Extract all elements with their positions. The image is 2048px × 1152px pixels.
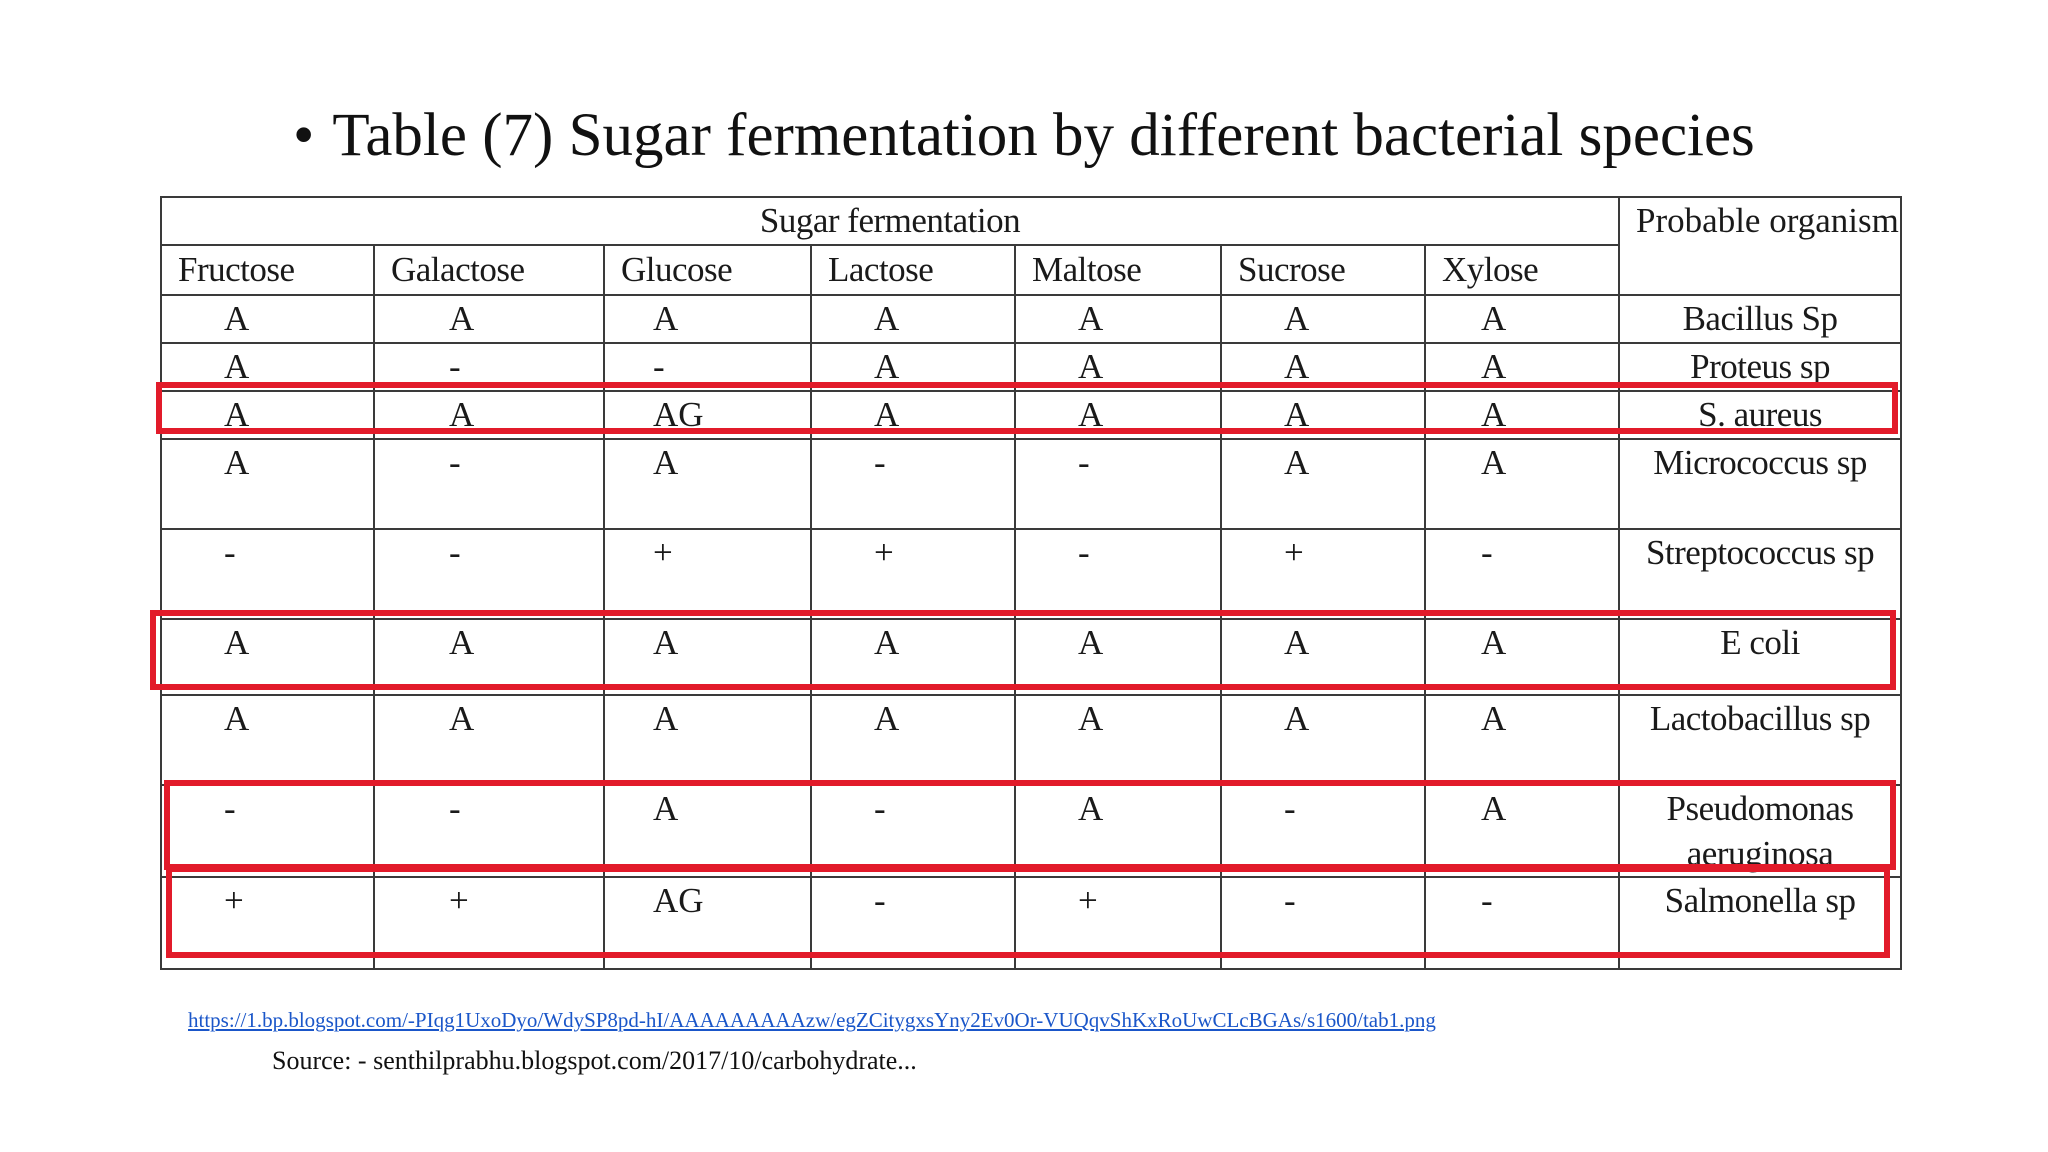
table-cell: A <box>1423 694 1621 786</box>
table-cell: A <box>603 694 812 786</box>
table-cell: A <box>373 694 605 786</box>
table-row: A A AG A A A A S. aureus <box>160 390 1903 440</box>
source-caption: Source: - senthilprabhu.blogspot.com/201… <box>272 1046 917 1075</box>
slide-title: • Table (7) Sugar fermentation by differe… <box>293 100 1755 172</box>
organism-cell: Pseudomonas aeruginosa <box>1618 784 1903 878</box>
organism-cell: Micrococcus sp <box>1618 438 1903 530</box>
organism-cell: Lactobacillus sp <box>1618 694 1903 786</box>
table-cell: A <box>1423 438 1621 530</box>
table-cell: A <box>1014 294 1222 344</box>
table-cell: A <box>603 618 812 696</box>
image-source-link[interactable]: https://1.bp.blogspot.com/-PIqg1UxoDyo/W… <box>188 1008 1436 1032</box>
table-cell: A <box>810 618 1016 696</box>
table-cell: A <box>160 294 375 344</box>
table-cell: A <box>1220 342 1426 392</box>
table-cell: - <box>1423 528 1621 620</box>
column-header-glucose: Glucose <box>603 244 812 296</box>
table-cell: A <box>810 694 1016 786</box>
table-cell: - <box>1014 438 1222 530</box>
table-cell: A <box>1220 390 1426 440</box>
table-cell: - <box>1014 528 1222 620</box>
organism-cell: E coli <box>1618 618 1903 696</box>
table-cell: - <box>160 784 375 878</box>
table-cell: A <box>160 694 375 786</box>
table-cell: A <box>1220 438 1426 530</box>
table-cell: A <box>1220 294 1426 344</box>
table-cell: A <box>603 294 812 344</box>
table-cell: A <box>1423 618 1621 696</box>
table-cell: A <box>1423 390 1621 440</box>
column-header-fructose: Fructose <box>160 244 375 296</box>
table-cell: + <box>160 876 375 970</box>
table-cell: A <box>373 294 605 344</box>
table-cell: A <box>1423 294 1621 344</box>
table-cell: A <box>603 784 812 878</box>
column-header-xylose: Xylose <box>1423 244 1621 296</box>
organism-cell: Streptococcus sp <box>1618 528 1903 620</box>
table-cell: + <box>810 528 1016 620</box>
fermentation-table-image: Sugar fermentation Probable organism Fru… <box>150 196 1903 970</box>
organism-header: Probable organism <box>1618 196 1903 296</box>
table-row: + + AG - + - - Salmonella sp <box>160 876 1903 970</box>
organism-cell: Salmonella sp <box>1618 876 1903 970</box>
table-cell: A <box>160 390 375 440</box>
table-cell: A <box>373 618 605 696</box>
table-cell: A <box>1220 618 1426 696</box>
table-cell: - <box>1423 876 1621 970</box>
table-cell: + <box>1220 528 1426 620</box>
table-cell: A <box>160 618 375 696</box>
table-cell: A <box>810 390 1016 440</box>
title-text: Table (7) Sugar fermentation by differen… <box>332 102 1755 169</box>
table-cell: + <box>373 876 605 970</box>
table-cell: - <box>603 342 812 392</box>
table-cell: A <box>1014 618 1222 696</box>
table-cell: A <box>810 342 1016 392</box>
table-cell: A <box>160 342 375 392</box>
fermentation-table: Sugar fermentation Probable organism Fru… <box>159 196 1903 970</box>
table-cell: A <box>1014 784 1222 878</box>
table-cell: A <box>373 390 605 440</box>
table-cell: + <box>603 528 812 620</box>
table-cell: AG <box>603 390 812 440</box>
table-cell: A <box>1220 694 1426 786</box>
table-cell: A <box>1014 390 1222 440</box>
table-cell: - <box>373 438 605 530</box>
table-cell: + <box>1014 876 1222 970</box>
organism-cell: Bacillus Sp <box>1618 294 1903 344</box>
column-header-sucrose: Sucrose <box>1220 244 1426 296</box>
table-row: A A A A A A A Bacillus Sp <box>160 294 1903 344</box>
table-cell: A <box>1014 342 1222 392</box>
table-cell: - <box>373 528 605 620</box>
column-header-galactose: Galactose <box>373 244 605 296</box>
table-cell: A <box>810 294 1016 344</box>
table-cell: AG <box>603 876 812 970</box>
table-row: A - - A A A A Proteus sp <box>160 342 1903 392</box>
table-cell: - <box>1220 876 1426 970</box>
table-cell: - <box>810 876 1016 970</box>
table-cell: - <box>810 784 1016 878</box>
column-header-maltose: Maltose <box>1014 244 1222 296</box>
table-cell: - <box>160 528 375 620</box>
table-cell: - <box>373 784 605 878</box>
table-cell: A <box>1423 784 1621 878</box>
table-cell: - <box>373 342 605 392</box>
table-cell: A <box>1423 342 1621 392</box>
organism-cell: S. aureus <box>1618 390 1903 440</box>
organism-cell: Proteus sp <box>1618 342 1903 392</box>
table-cell: - <box>810 438 1016 530</box>
title-bullet: • <box>293 102 315 169</box>
table-cell: A <box>603 438 812 530</box>
group-header: Sugar fermentation <box>159 196 1621 246</box>
table-row: - - A - A - A Pseudomonas aeruginosa <box>160 784 1903 878</box>
table-row: - - + + - + - Streptococcus sp <box>160 528 1903 620</box>
table-cell: - <box>1220 784 1426 878</box>
table-cell: A <box>160 438 375 530</box>
table-row: A A A A A A A Lactobacillus sp <box>160 694 1903 786</box>
table-row: A - A - - A A Micrococcus sp <box>160 438 1903 530</box>
column-header-lactose: Lactose <box>810 244 1016 296</box>
table-row: A A A A A A A E coli <box>160 618 1903 696</box>
table-cell: A <box>1014 694 1222 786</box>
